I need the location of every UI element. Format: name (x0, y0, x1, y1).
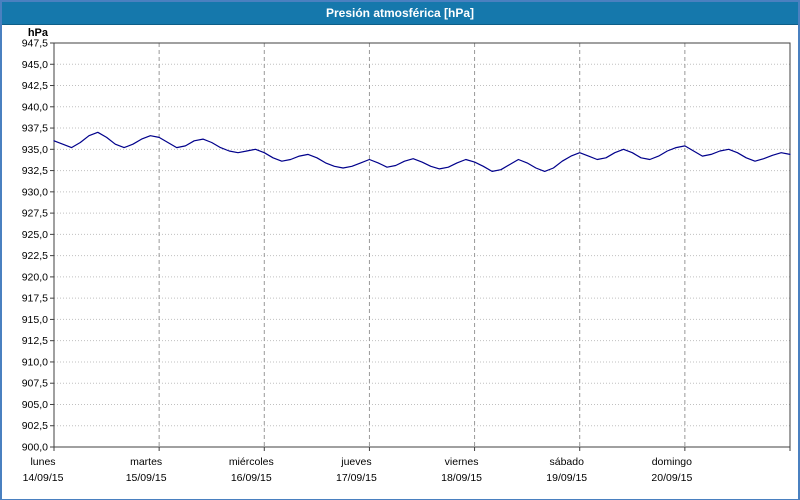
x-day-name: martes (130, 456, 162, 468)
y-tick-label: 902,5 (22, 420, 48, 432)
y-tick-label: 917,5 (22, 293, 48, 305)
y-tick-label: 912,5 (22, 335, 48, 347)
y-tick-label: 937,5 (22, 123, 48, 135)
x-day-date: 18/09/15 (441, 472, 482, 484)
y-tick-label: 942,5 (22, 80, 48, 92)
x-day-date: 17/09/15 (336, 472, 377, 484)
x-day-name: jueves (340, 456, 371, 468)
x-day-date: 14/09/15 (23, 472, 64, 484)
y-tick-label: 915,0 (22, 314, 48, 326)
y-tick-label: 927,5 (22, 208, 48, 220)
x-day-name: sábado (549, 456, 584, 468)
x-day-date: 15/09/15 (126, 472, 167, 484)
x-day-name: viernes (445, 456, 479, 468)
chart-svg: 947,5 945,0 942,5 940,0 937,5 935,0 932,5 930,0… (22, 27, 791, 484)
x-day-date: 16/09/15 (231, 472, 272, 484)
y-tick-label: 910,0 (22, 356, 48, 368)
y-axis-unit-label: hPa (28, 27, 49, 39)
chart-title-bar: Presión atmosférica [hPa] (2, 2, 798, 25)
y-tick-label: 930,0 (22, 186, 48, 198)
y-tick-label: 920,0 (22, 271, 48, 283)
y-tick-label: 925,0 (22, 229, 48, 241)
y-tick-label: 900,0 (22, 442, 48, 454)
x-day-name: miércoles (229, 456, 274, 468)
plot-border (53, 42, 791, 448)
y-tick-label: 940,0 (22, 101, 48, 113)
chart-area: 947,5 945,0 942,5 940,0 937,5 935,0 932,5 930,0… (2, 25, 798, 499)
y-tick-label: 947,5 (22, 38, 48, 50)
chart-title: Presión atmosférica [hPa] (325, 6, 475, 20)
x-day-date: 20/09/15 (651, 472, 692, 484)
x-day-name: domingo (652, 456, 692, 468)
y-tick-label: 935,0 (22, 144, 48, 156)
y-tick-label: 932,5 (22, 165, 48, 177)
y-tick-label: 907,5 (22, 378, 48, 390)
x-day-name: lunes (30, 456, 55, 468)
pressure-line (53, 131, 791, 172)
y-tick-label: 905,0 (22, 399, 48, 411)
x-day-date: 19/09/15 (546, 472, 587, 484)
y-tick-label: 922,5 (22, 250, 48, 262)
y-tick-label: 945,0 (22, 59, 48, 71)
